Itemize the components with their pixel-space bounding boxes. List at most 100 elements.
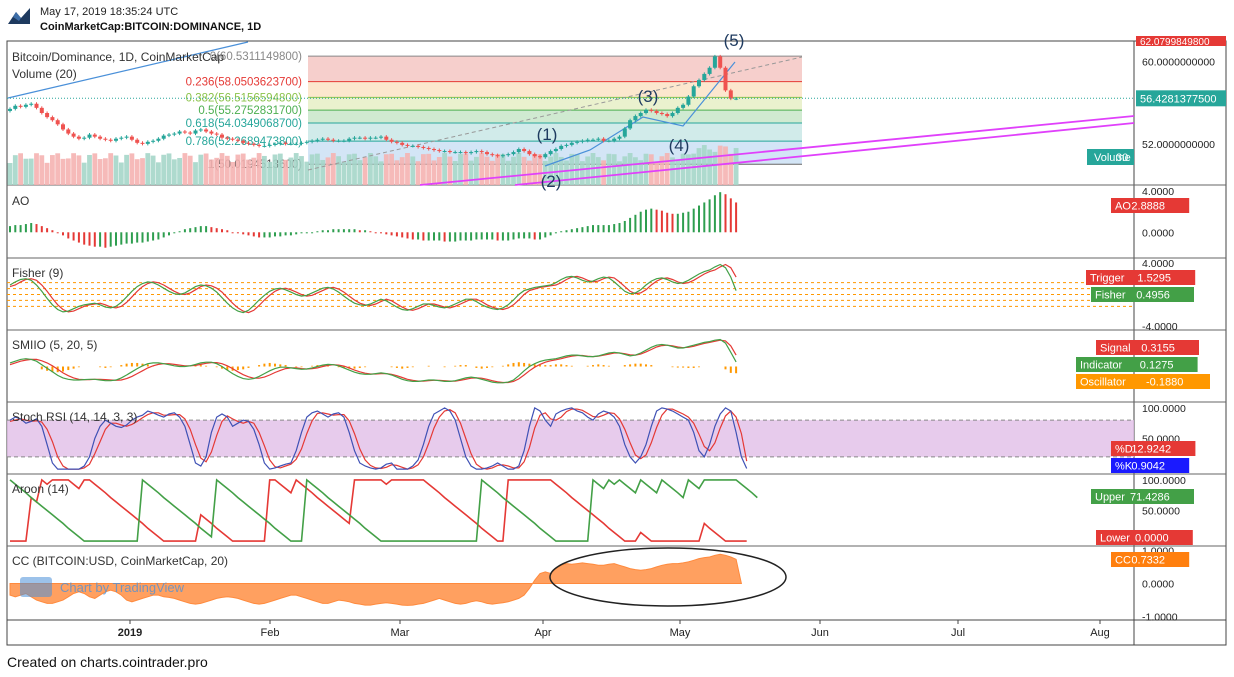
smiio-oscillator-bar [650,365,653,367]
candle-body [347,138,352,141]
volume-bar [219,153,225,185]
volume-bar [479,153,485,185]
fisher-trigger-tag-bg [1086,270,1196,285]
volume-bar [654,161,659,185]
ao-bar [380,232,382,234]
volume-bar [171,159,177,185]
volume-bar [246,159,251,185]
candle-body [718,56,723,68]
volume-bar [283,159,288,185]
candle-body [421,146,426,148]
ao-bar [496,232,499,241]
volume-bar [362,157,368,185]
volume-bar [527,160,532,185]
ao-bar [597,225,600,233]
volume-bar [606,153,612,185]
candle-body [548,151,553,155]
wave-label-5: (5) [724,31,745,50]
fisher-title: Fisher (9) [12,266,63,280]
volume-bar [113,155,119,185]
tradingview-logo-icon [20,577,52,597]
smiio-oscillator-bar [130,362,133,367]
smiio-oscillator-bar [327,365,329,367]
smiio-oscillator-bar [682,366,685,368]
ao-bar [676,213,679,233]
ao-bar [464,232,467,241]
ao-bar [72,232,75,241]
smiio-oscillator-bar [311,365,314,367]
smiio-oscillator-bar [146,364,149,367]
ao-bar [130,232,133,244]
ao-bar [178,231,181,233]
ao-bar [523,232,526,239]
smiio-oscillator-bar [109,366,112,368]
candle-body [8,108,12,111]
volume-bar [447,156,453,185]
smiio-oscillator-bar [274,363,276,367]
ao-bar [613,224,616,233]
cc-area [9,553,743,606]
volume-bar [288,157,294,185]
ao-bar [554,232,557,234]
trendline-magenta-lower [514,122,1135,186]
smiio-indicator-line [9,338,737,384]
volume-bar [564,160,569,185]
fib-zone-4 [308,122,802,142]
volume-bar [18,153,23,185]
candle-body [66,129,71,134]
volume-bar [272,154,278,185]
smiio-oscillator-bar [247,366,250,368]
candle-body [585,139,590,141]
trendline-magenta-upper [419,115,1135,186]
ao-bar [115,232,117,246]
fib-label-4: 0.618(54.0349068700) [186,118,303,130]
smiio-oscillator-bar [480,366,483,369]
ao-bar [168,232,170,236]
ao-bar [327,230,329,233]
volume-bar [103,158,108,185]
smiio-oscillator-bar [51,366,54,373]
candle-body [34,103,39,108]
ao-bar [62,232,64,236]
volume-bar [267,161,273,185]
candle-body [691,86,696,97]
ao-bar [321,230,324,233]
smiio-oscillator-bar [242,366,245,370]
aroon-lower-line [10,478,747,542]
ao-bar [109,232,112,247]
candle-body [341,140,346,142]
volume-tag-bg [1087,149,1134,165]
volume-bar [214,157,220,185]
volume-bar [484,156,490,185]
candle-body [447,151,452,153]
smiio-oscillator-bar [104,366,107,368]
ao-bar [289,232,292,236]
ao-bar [226,230,229,233]
candle-body [273,143,277,145]
smiio-oscillator-bar [390,366,393,368]
volume-bar [389,153,394,185]
candle-body [479,151,484,153]
smiio-oscillator-bar [40,366,43,370]
candle-body [283,142,288,144]
candle-body [617,136,622,139]
volume-bar [161,154,167,185]
volume-bar [293,153,299,185]
smiio-oscillator-bar [342,366,345,368]
x-tick-feb: Feb [261,627,280,639]
smiio-oscillator-bar [406,366,409,368]
smiio-oscillator-bar [512,362,515,367]
candle-body [538,156,542,158]
candle-body [681,104,686,108]
ao-bar [507,232,510,241]
candle-body [29,103,34,105]
ao-bar [152,232,155,241]
candle-body [628,120,633,129]
x-tick-aug: Aug [1090,627,1110,639]
smiio-oscillator-bar [565,365,568,367]
smiio-oscillator-bar [364,366,367,368]
symbol-label: CoinMarketCap:BITCOIN:DOMINANCE, 1D [40,21,262,33]
candle-body [638,113,643,117]
candle-body [161,135,166,139]
